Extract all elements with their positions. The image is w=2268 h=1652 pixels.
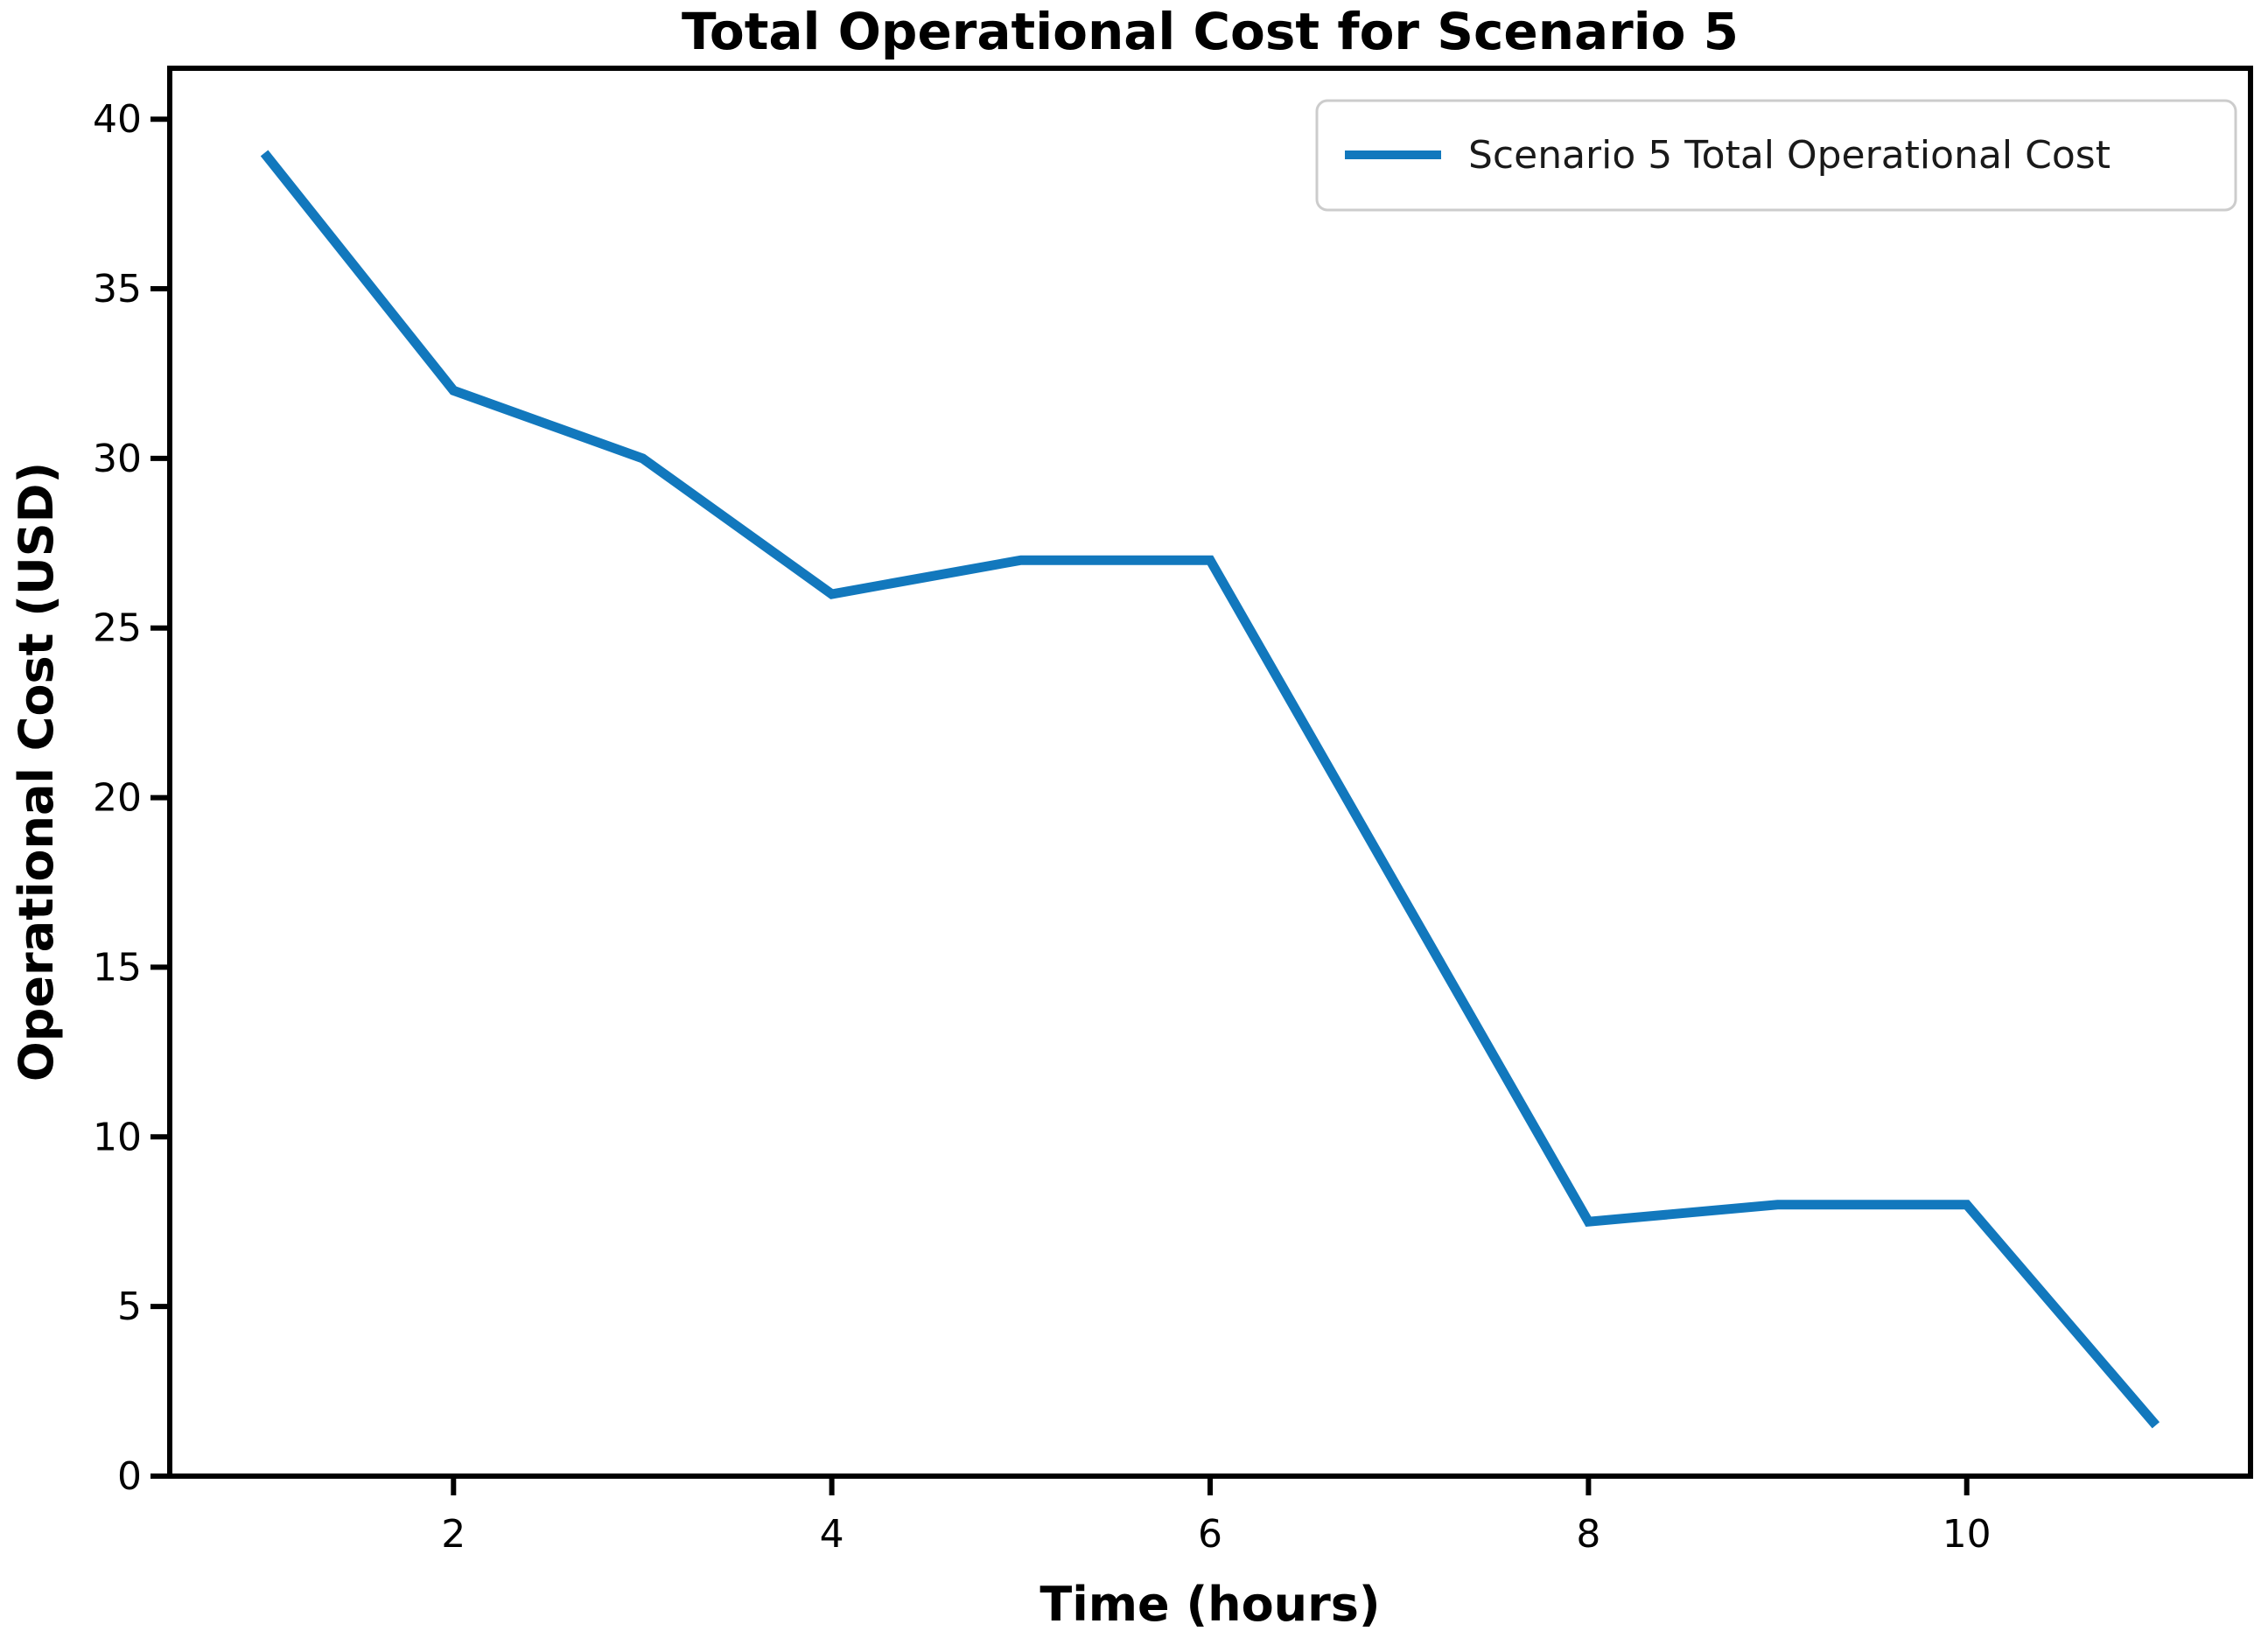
chart-title: Total Operational Cost for Scenario 5 <box>682 2 1739 61</box>
y-tick-label: 20 <box>93 776 142 821</box>
x-axis-label: Time (hours) <box>1040 1577 1380 1632</box>
cost-line-series <box>260 150 2160 1429</box>
legend: Scenario 5 Total Operational Cost <box>1315 99 2237 212</box>
y-axis-label: Operational Cost (USD) <box>9 462 64 1082</box>
x-tick-label: 2 <box>441 1512 466 1557</box>
y-tick-label: 0 <box>117 1454 142 1499</box>
y-tick-label: 15 <box>93 945 142 990</box>
plot-area-border <box>167 66 2253 1479</box>
y-tick-label: 5 <box>117 1284 142 1329</box>
x-tick-label: 4 <box>820 1512 844 1557</box>
x-tick-label: 10 <box>1942 1512 1992 1557</box>
x-tick-label: 6 <box>1198 1512 1222 1557</box>
legend-box <box>1315 99 2237 212</box>
x-tick-label: 8 <box>1576 1512 1600 1557</box>
y-tick-label: 35 <box>93 267 142 312</box>
y-tick-label: 10 <box>93 1115 142 1159</box>
y-tick-label: 40 <box>93 97 142 142</box>
axis-ticks: 2 4 6 8 10 0 5 10 15 20 25 30 35 40 <box>93 97 1992 1557</box>
legend-label: Scenario 5 Total Operational Cost <box>1468 133 2110 178</box>
y-tick-label: 30 <box>93 437 142 481</box>
y-tick-label: 25 <box>93 606 142 651</box>
